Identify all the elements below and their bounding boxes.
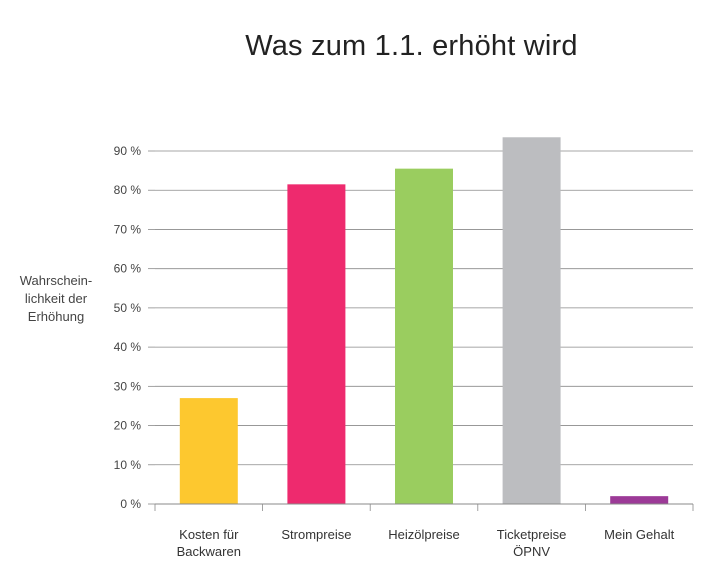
y-tick-label: 60 % xyxy=(114,262,142,276)
y-axis-label-line: lichkeit der xyxy=(24,291,88,306)
bars xyxy=(179,137,669,505)
x-tick-label: Heizölpreise xyxy=(388,527,460,542)
bar xyxy=(610,496,669,504)
y-tick-label: 70 % xyxy=(114,222,142,236)
x-tick-labels: Kosten für Backwaren Strompreise Heizölprei… xyxy=(177,527,675,559)
y-axis-label: Wahrschein- lichkeit der Erhöhung xyxy=(2,272,110,326)
x-tick-label: Ticketpreise xyxy=(497,527,567,542)
x-tick-label: Kosten für xyxy=(179,527,239,542)
y-tick-label: 0 % xyxy=(120,497,141,511)
x-tick-label: ÖPNV xyxy=(513,544,550,559)
axes xyxy=(154,503,694,511)
y-tick-label: 20 % xyxy=(114,419,142,433)
y-tick-label: 30 % xyxy=(114,379,142,393)
y-tick-label: 80 % xyxy=(114,183,142,197)
bar xyxy=(502,137,561,504)
y-tick-labels: 0 % 10 % 20 % 30 % 40 % 50 % 60 % 70 % 80 % 90 % xyxy=(114,144,155,511)
x-tick-label: Strompreise xyxy=(281,527,351,542)
x-tick-label: Mein Gehalt xyxy=(604,527,674,542)
y-axis-label-line: Wahrschein- xyxy=(19,273,93,288)
y-tick-label: 10 % xyxy=(114,458,142,472)
bar xyxy=(179,398,238,504)
bar xyxy=(395,168,453,504)
y-axis-label-line: Erhöhung xyxy=(27,309,85,324)
chart-title: Was zum 1.1. erhöht wird xyxy=(245,30,578,62)
x-tick-label: Backwaren xyxy=(177,544,241,559)
y-tick-label: 50 % xyxy=(114,301,142,315)
y-tick-label: 40 % xyxy=(114,340,142,354)
bar xyxy=(287,184,346,505)
y-tick-label: 90 % xyxy=(114,144,142,158)
